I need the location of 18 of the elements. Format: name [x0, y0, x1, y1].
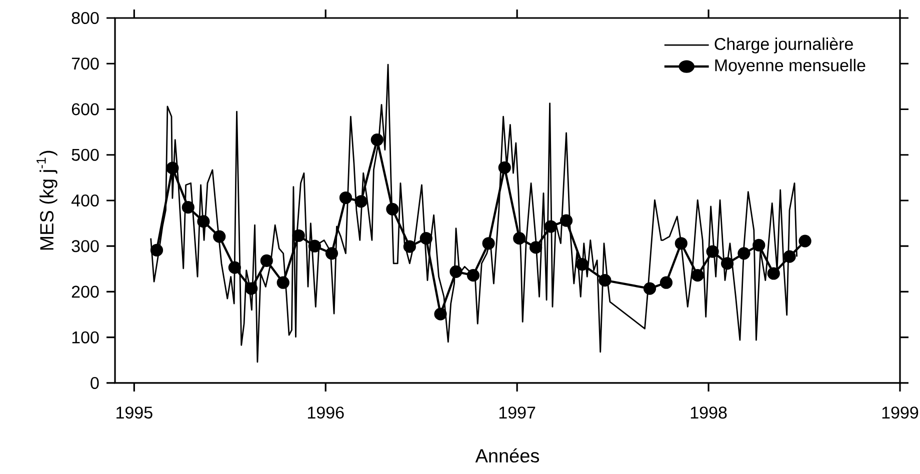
x-tick-label: 1998 [690, 406, 727, 419]
legend-label: Moyenne mensuelle [715, 58, 866, 75]
x-tick-label: 1996 [308, 406, 344, 419]
y-tick-label: 100 [72, 331, 99, 344]
y-tick-label: 200 [72, 286, 99, 298]
y-tick-label: 0 [90, 376, 99, 389]
x-tick-label: 1999 [882, 406, 918, 419]
y-tick-label: 400 [71, 194, 99, 206]
x-tick-label: 1997 [499, 406, 536, 419]
y-tick-label: 500 [72, 148, 99, 161]
y-tick-label: 800 [72, 12, 99, 24]
legend-label: Charge journalière [714, 37, 853, 54]
x-axis-title: Années [475, 448, 540, 463]
y-tick-label: 700 [72, 58, 99, 70]
y-tick-label: 300 [72, 240, 99, 252]
x-tick-label: 1995 [116, 406, 152, 419]
y-tick-label: 600 [72, 103, 99, 116]
y-axis-title: MES (kg j$^{-1}$) [36, 150, 58, 250]
